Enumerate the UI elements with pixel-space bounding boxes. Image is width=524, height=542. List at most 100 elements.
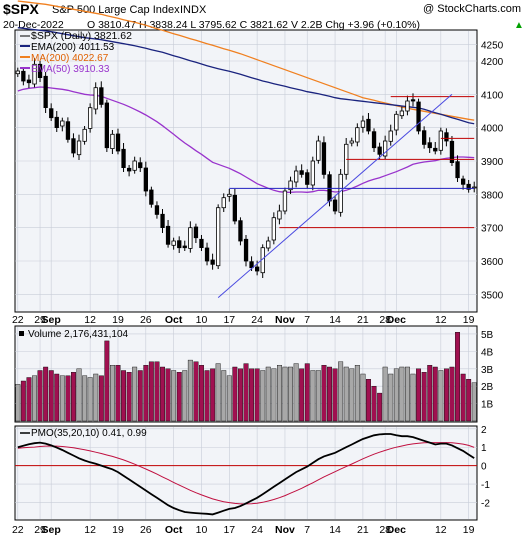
- volume-bar: [410, 373, 416, 422]
- candle-body: [444, 132, 449, 142]
- x-tick-label: Sep: [42, 314, 61, 326]
- candle-body: [193, 226, 199, 239]
- volume-bar: [232, 366, 238, 422]
- volume-tick-label: 3B: [481, 365, 494, 376]
- volume-bar: [93, 373, 99, 422]
- x-tick-label: 19: [463, 314, 475, 326]
- volume-bar: [143, 365, 149, 422]
- price-tick-label: 3800: [481, 190, 504, 201]
- volume-bar: [121, 370, 127, 422]
- x-tick-label: 24: [251, 524, 263, 536]
- x-tick-label: Nov: [275, 314, 295, 326]
- pmo-line: [17, 433, 475, 516]
- volume-bar: [315, 370, 321, 422]
- volume-bar: [377, 392, 383, 422]
- volume-bar: [32, 375, 37, 422]
- x-tick-label: 12: [84, 524, 96, 536]
- volume-bar: [43, 366, 49, 422]
- volume-bar: [449, 366, 455, 422]
- candle-body: [399, 110, 405, 117]
- x-tick-label: 26: [140, 314, 152, 326]
- candle-body: [366, 118, 371, 132]
- candle-body: [472, 186, 477, 189]
- price-tick-label: 3600: [481, 257, 504, 268]
- price-tick-label: 3900: [481, 157, 504, 168]
- volume-bar: [371, 386, 377, 422]
- candle-body: [26, 79, 32, 84]
- candle-body: [288, 180, 293, 191]
- volume-bar: [15, 384, 21, 422]
- volume-bar: [427, 365, 433, 422]
- candle-body: [32, 63, 37, 85]
- volume-bar: [399, 366, 405, 422]
- price-tick-label: 4000: [481, 124, 504, 135]
- x-tick-label: 17: [223, 314, 235, 326]
- volume-tick-label: 2B: [481, 382, 494, 393]
- volume-legend: Volume 2,176,431,104: [19, 329, 129, 340]
- volume-tick-label: 5B: [481, 330, 494, 341]
- legend-volume: Volume 2,176,431,104: [28, 329, 129, 340]
- x-tick-label: 26: [140, 524, 152, 536]
- candle-body: [249, 261, 254, 269]
- candle-body: [277, 210, 282, 220]
- volume-bar: [171, 370, 177, 422]
- volume-bar: [37, 370, 43, 422]
- x-tick-label: Dec: [387, 524, 406, 536]
- volume-bar: [20, 380, 26, 422]
- candle-body: [338, 173, 343, 213]
- candle-body: [254, 266, 260, 272]
- x-tick-label: 22: [12, 524, 24, 536]
- candle-body: [21, 70, 26, 82]
- ema200-line: [17, 27, 475, 125]
- candle-body: [321, 142, 327, 175]
- x-tick-label: Nov: [275, 524, 295, 536]
- volume-bar: [182, 370, 188, 422]
- candle-body: [271, 217, 277, 241]
- exchange-label: INDX: [180, 4, 207, 16]
- candle-body: [37, 63, 43, 79]
- candle-body: [382, 140, 388, 157]
- pmo-legend: PMO(35,20,10) 0.41, 0.99: [20, 428, 147, 439]
- candle-body: [394, 113, 399, 131]
- candle-body: [416, 101, 421, 132]
- volume-bar: [382, 366, 388, 422]
- candle-body: [115, 133, 121, 152]
- volume-bar: [70, 372, 76, 422]
- volume-bar: [310, 370, 316, 422]
- volume-bar: [254, 368, 260, 422]
- volume-bar: [405, 366, 410, 422]
- candle-body: [282, 190, 288, 212]
- candle-body: [293, 170, 299, 183]
- candle-body: [316, 140, 321, 161]
- x-tick-label: 10: [196, 524, 208, 536]
- candle-body: [60, 120, 65, 127]
- price-tick-label: 3700: [481, 224, 504, 235]
- volume-bar: [198, 365, 204, 422]
- candle-body: [332, 199, 338, 212]
- candle-body: [149, 189, 154, 205]
- volume-bar: [204, 370, 210, 422]
- candle-body: [104, 102, 109, 149]
- pmo-tick-label: 2: [481, 425, 487, 436]
- watermark: @ StockCharts.com: [423, 3, 521, 15]
- volume-bar: [221, 370, 227, 422]
- volume-bar: [421, 372, 427, 422]
- volume-bar: [210, 368, 216, 422]
- candle-body: [355, 127, 360, 143]
- volume-bar: [87, 377, 93, 422]
- x-tick-label: 28: [379, 314, 391, 326]
- volume-bar: [455, 332, 460, 422]
- candle-body: [177, 240, 182, 249]
- volume-bar: [249, 368, 255, 422]
- x-tick-label: 28: [379, 524, 391, 536]
- candle-body: [88, 107, 93, 129]
- candle-body: [199, 238, 204, 249]
- candle-body: [160, 213, 165, 229]
- legend-ema200: EMA(200) 4011.53: [31, 42, 115, 53]
- x-tick-label: 7: [304, 524, 310, 536]
- volume-bar: [176, 372, 182, 422]
- volume-bar: [349, 368, 355, 422]
- volume-bar: [321, 365, 327, 422]
- legend-ma200: MA(200) 4022.67: [31, 53, 109, 64]
